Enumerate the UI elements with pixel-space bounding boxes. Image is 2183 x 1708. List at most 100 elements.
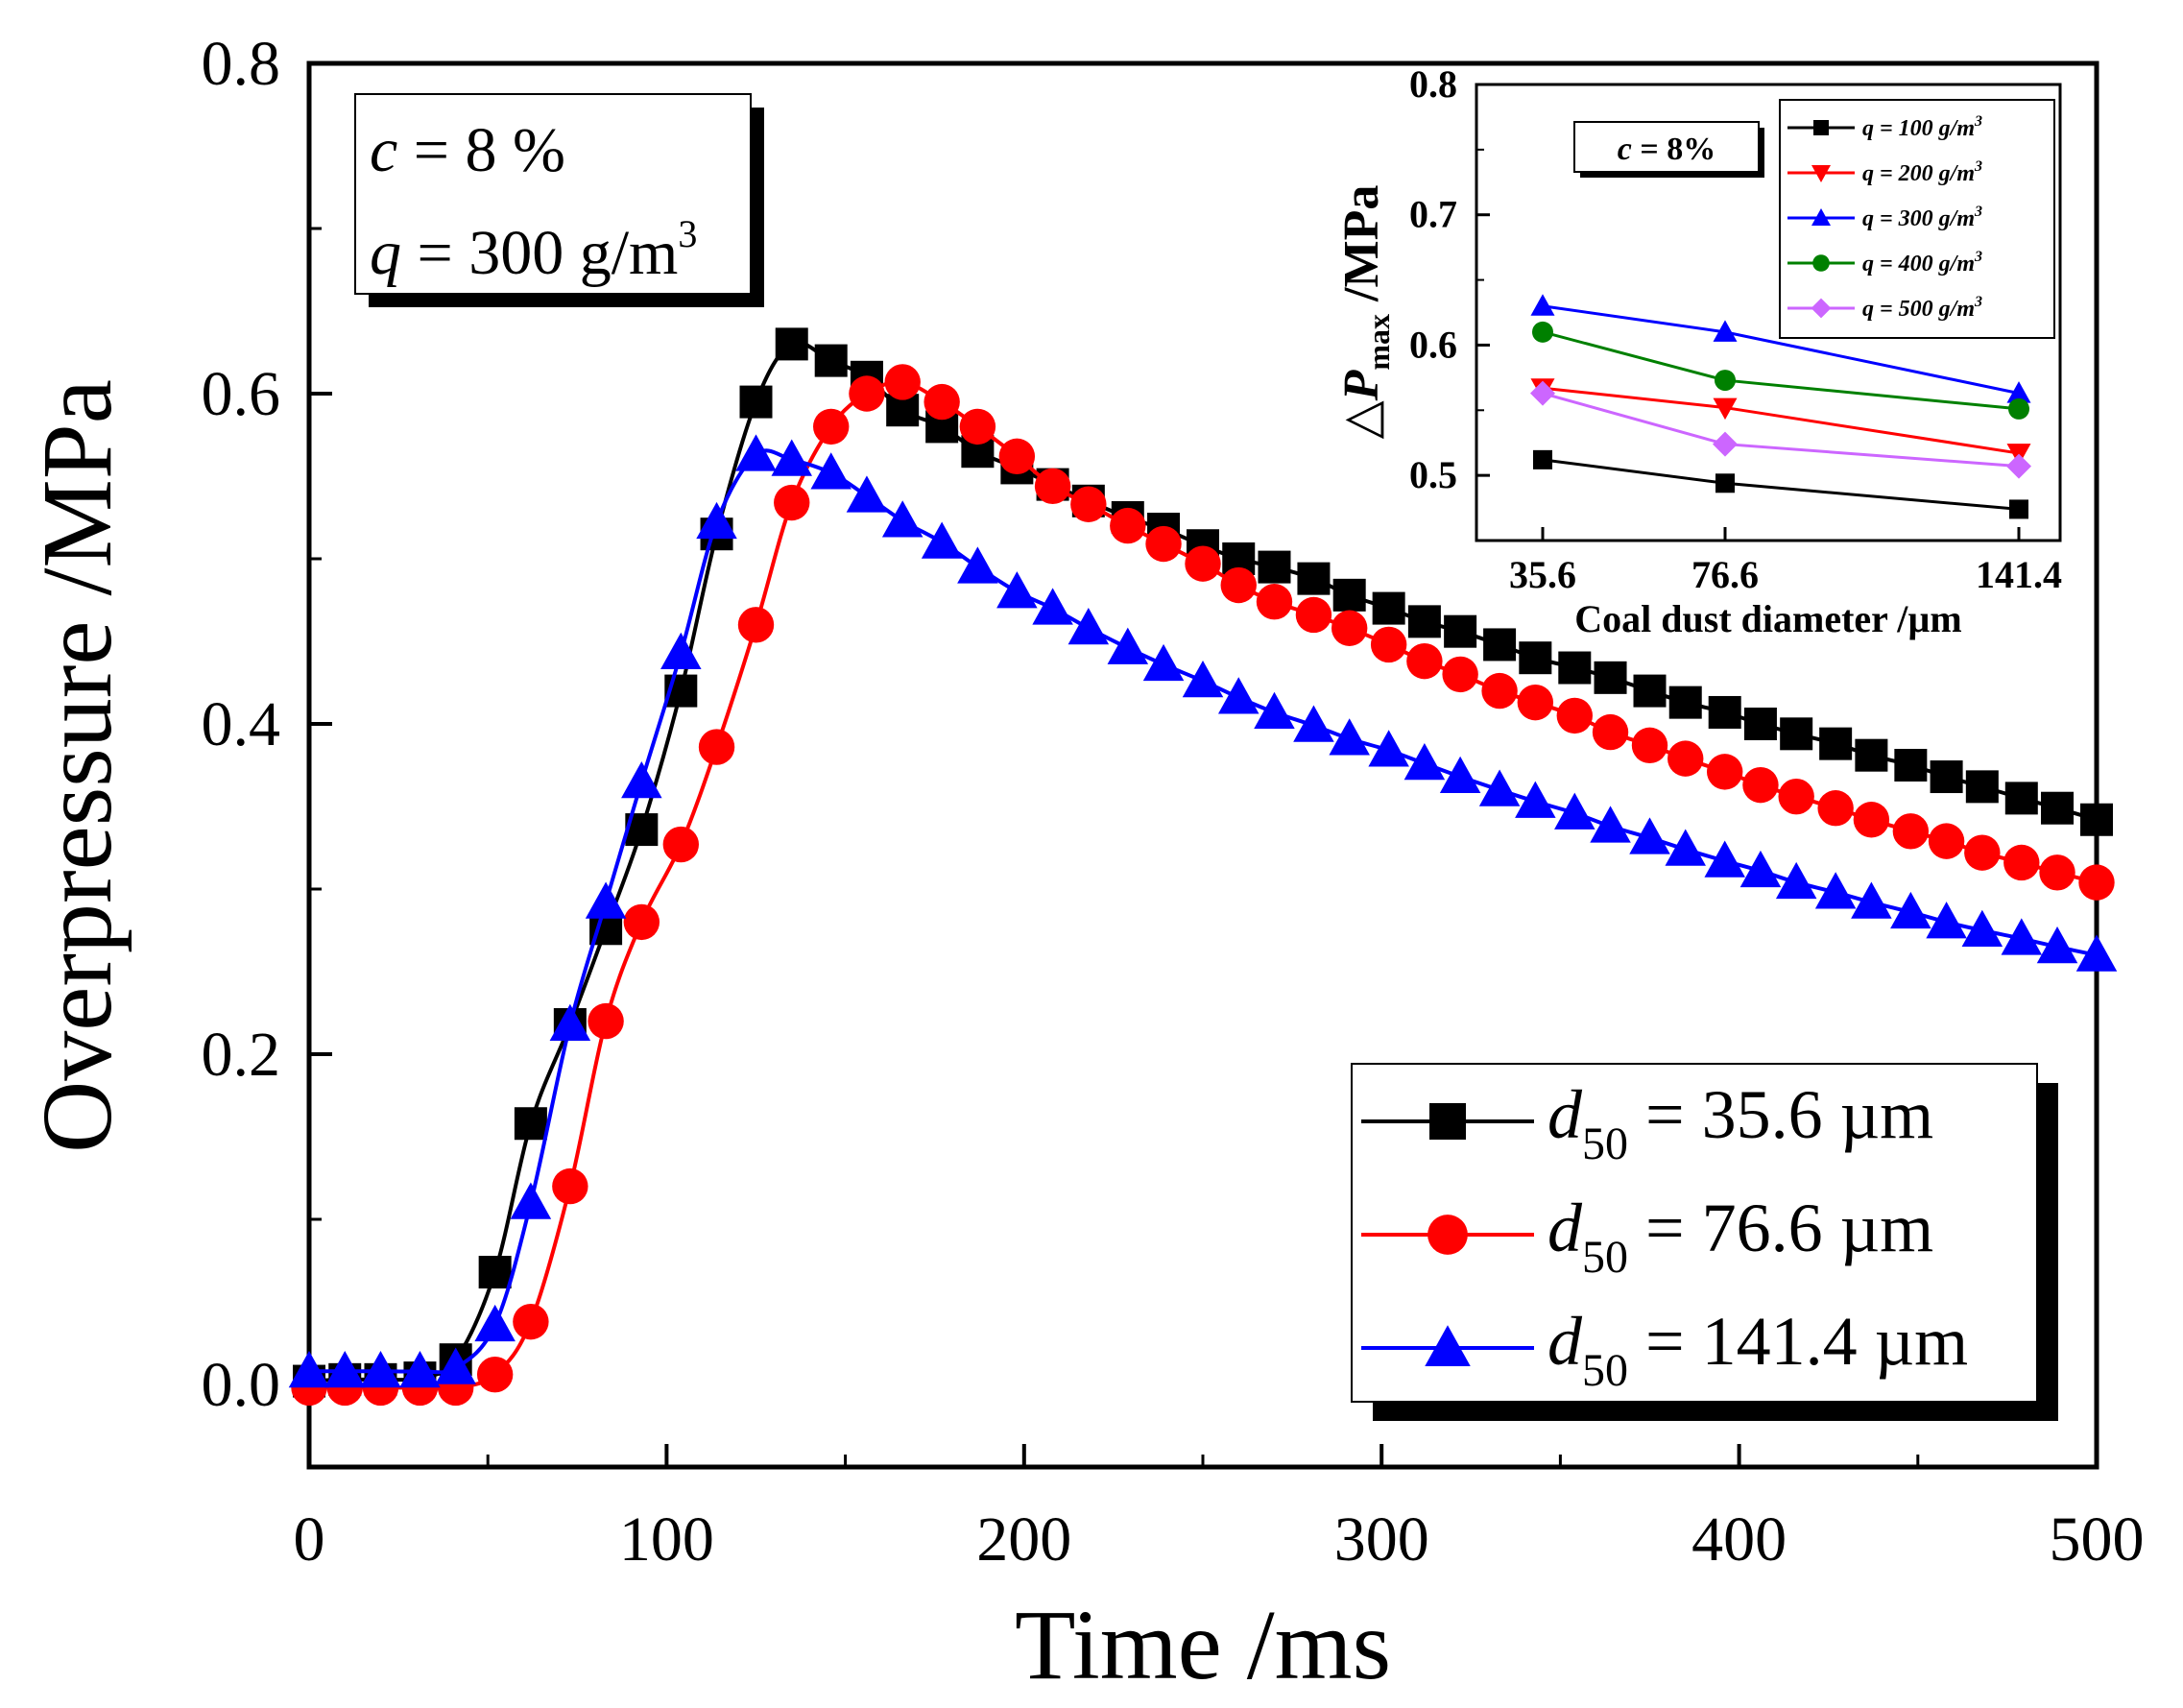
main-data-point xyxy=(1780,717,1813,751)
main-data-point xyxy=(996,571,1038,609)
main-data-point xyxy=(1034,468,1071,505)
main-data-point xyxy=(1068,607,1110,645)
main-data-point xyxy=(1894,749,1928,782)
inset-x-axis-title: Coal dust diameter /µm xyxy=(1574,597,1961,640)
inset-legend-marker xyxy=(1812,254,1830,272)
main-data-point xyxy=(513,1303,549,1340)
main-data-point xyxy=(1851,881,1892,919)
main-data-point xyxy=(1819,727,1853,760)
inset-annotation-box: c = 8% xyxy=(1573,121,1764,178)
main-data-point xyxy=(1519,641,1552,675)
main-y-tick-labels: 0.0 0.2 0.4 0.6 0.8 xyxy=(202,29,281,1420)
main-data-point xyxy=(2004,782,2038,815)
inset-series-3 xyxy=(1530,294,2031,403)
main-x-tick-label: 400 xyxy=(1691,1504,1787,1575)
main-legend-marker xyxy=(1427,1215,1468,1255)
main-data-point xyxy=(1554,792,1595,830)
main-data-point xyxy=(2078,864,2115,901)
main-y-tick-label: 0.8 xyxy=(202,29,281,99)
main-data-point xyxy=(1814,872,1857,909)
main-data-point xyxy=(737,607,775,643)
main-data-point xyxy=(1368,730,1409,767)
main-data-point xyxy=(1667,740,1704,777)
inset-legend: q = 100 g/m3 q = 200 g/m3 q = 300 g/m3 q… xyxy=(1779,99,2055,339)
inset-legend-entry-200: q = 200 g/m3 xyxy=(1862,158,1982,186)
main-data-point xyxy=(1517,684,1554,721)
inset-data-point xyxy=(1713,320,1738,342)
main-data-point xyxy=(1403,743,1446,781)
main-data-point xyxy=(1481,672,1518,710)
inset-series-layer xyxy=(1530,294,2031,519)
inset-legend-marker xyxy=(1813,120,1829,135)
main-data-point xyxy=(1297,562,1331,595)
main-data-point xyxy=(1332,578,1366,612)
main-data-point xyxy=(1708,695,1741,729)
main-data-point xyxy=(514,1107,547,1141)
main-data-point xyxy=(1629,817,1670,854)
main-data-point xyxy=(1742,766,1779,804)
main-data-point xyxy=(1707,754,1743,790)
main-data-point xyxy=(549,1003,591,1042)
main-data-point xyxy=(1145,525,1182,563)
main-data-point xyxy=(1592,713,1629,751)
main-data-point xyxy=(360,1350,401,1388)
main-data-point xyxy=(1439,756,1481,794)
main-data-point xyxy=(959,408,996,445)
main-data-point xyxy=(1217,677,1259,714)
main-data-point xyxy=(1704,840,1745,878)
main-data-point xyxy=(662,826,699,863)
main-data-point xyxy=(924,383,960,421)
main-data-point xyxy=(1590,806,1631,843)
inset-legend-marker xyxy=(1811,165,1831,182)
main-data-point xyxy=(1964,834,2001,871)
main-data-point xyxy=(1329,718,1370,756)
main-data-point xyxy=(1515,781,1556,818)
main-series-2 xyxy=(291,364,2115,1407)
main-data-point xyxy=(1406,642,1443,680)
main-data-point xyxy=(884,364,921,400)
main-data-point xyxy=(1142,643,1185,682)
main-data-point xyxy=(1594,661,1627,694)
main-data-point xyxy=(1558,651,1592,685)
inset-legend-entry-100: q = 100 g/m3 xyxy=(1862,113,1982,141)
main-data-point xyxy=(698,729,735,765)
main-x-tick-label: 0 xyxy=(294,1504,325,1575)
main-annotation-box: c = 8 % q = 300 g/m3 xyxy=(354,93,764,307)
main-y-tick-label: 0.6 xyxy=(202,359,281,429)
main-data-point xyxy=(774,484,810,521)
main-data-point xyxy=(1032,588,1073,625)
main-y-tick-label: 0.0 xyxy=(202,1350,281,1420)
main-data-point xyxy=(1070,486,1107,522)
inset-data-point xyxy=(1713,431,1738,457)
main-data-point xyxy=(474,1304,516,1342)
inset-legend-entry-300: q = 300 g/m3 xyxy=(1862,204,1982,231)
main-data-point xyxy=(623,903,660,941)
main-data-point xyxy=(957,546,998,584)
inset-annotation-text: c = 8% xyxy=(1618,132,1715,167)
main-data-point xyxy=(324,1350,366,1388)
inset-y-tick-label: 0.7 xyxy=(1409,193,1457,236)
main-x-tick-label: 300 xyxy=(1334,1504,1429,1575)
main-data-point xyxy=(771,439,812,476)
main-data-point xyxy=(1892,813,1930,850)
main-data-point xyxy=(588,1002,624,1040)
legend-entry-76-6: d50 = 76.6 µm xyxy=(1547,1190,1933,1283)
inset-data-point xyxy=(2008,397,2029,420)
inset-data-point xyxy=(1715,370,1736,392)
main-data-point xyxy=(775,327,808,361)
inset-legend-marker xyxy=(1811,208,1831,226)
main-legend-markers xyxy=(1361,1103,1534,1366)
main-data-point xyxy=(1668,686,1702,719)
inset-series-5 xyxy=(1530,380,2031,479)
main-data-point xyxy=(552,1167,588,1205)
annotation-c-line: c = 8 % xyxy=(370,115,565,185)
inset-series-4 xyxy=(1532,321,2029,420)
inset-legend-entry-400: q = 400 g/m3 xyxy=(1862,249,1982,277)
inset-y-tick-labels: 0.5 0.6 0.7 0.8 xyxy=(1409,62,1457,496)
main-y-tick-label: 0.4 xyxy=(202,689,281,759)
main-data-point xyxy=(1556,697,1593,734)
inset-annotation-frame xyxy=(1573,121,1760,173)
main-data-point xyxy=(1633,674,1667,708)
inset-y-tick-label: 0.8 xyxy=(1409,62,1457,106)
main-data-point xyxy=(1331,610,1368,646)
